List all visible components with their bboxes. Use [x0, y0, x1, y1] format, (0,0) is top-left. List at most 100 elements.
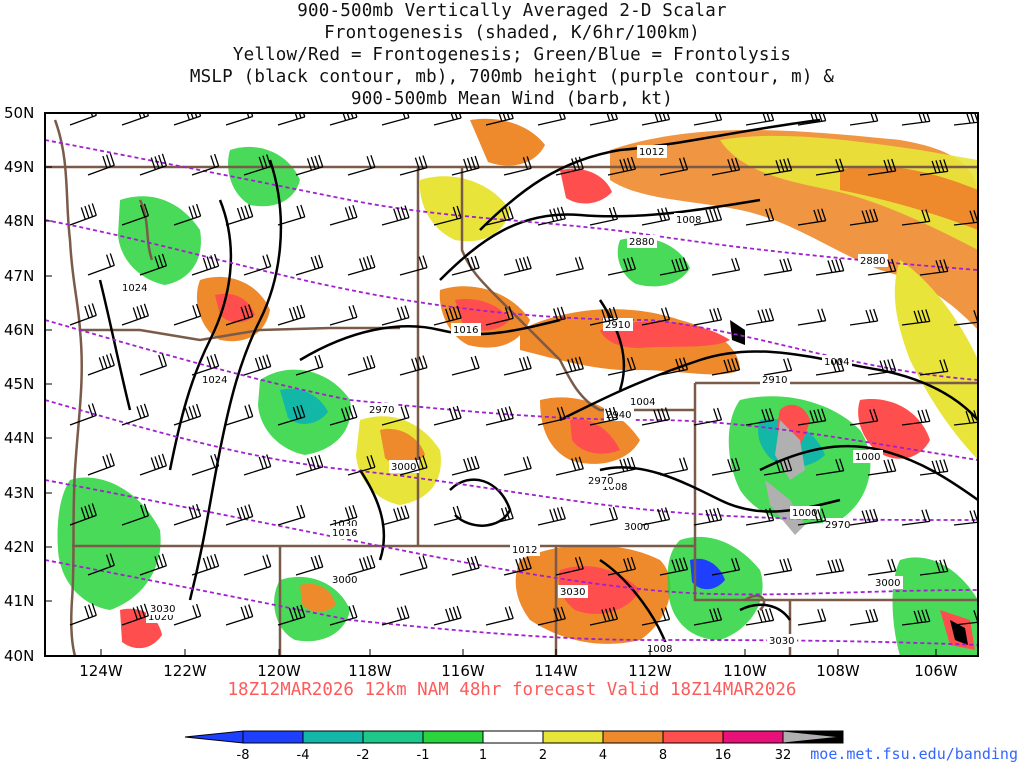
wind-barb — [867, 158, 897, 176]
wind-barb — [69, 503, 97, 526]
wind-barb — [225, 504, 254, 526]
wind-barb — [433, 405, 462, 426]
wind-barb — [901, 609, 931, 626]
wind-barb — [607, 556, 637, 576]
mslp-label: 1016 — [332, 528, 357, 539]
wind-barb — [69, 303, 97, 326]
wind-barb — [87, 253, 115, 276]
title-line-4: MSLP (black contour, mb), 700mb height (… — [189, 67, 835, 87]
wind-barb — [503, 456, 532, 476]
wind-barb — [849, 408, 879, 426]
wind-barb — [451, 155, 480, 176]
wind-barb — [243, 354, 272, 376]
wind-barb — [69, 203, 97, 226]
wind-barb — [503, 556, 532, 576]
wind-barb — [607, 256, 637, 276]
wind-barb — [139, 353, 168, 376]
wind-barb — [867, 558, 897, 576]
wind-barb — [295, 254, 324, 276]
wind-barb — [555, 256, 584, 276]
wind-barb — [225, 113, 254, 126]
height-label: 2970 — [825, 520, 850, 531]
lat-label: 42N — [4, 538, 34, 556]
wind-barb — [607, 356, 637, 376]
colorbar-label: -4 — [297, 748, 310, 763]
height-label: 2880 — [629, 237, 654, 248]
mslp-label: 1024 — [122, 283, 147, 294]
wind-barb — [711, 257, 741, 276]
wind-barb — [277, 504, 306, 526]
wind-barb — [347, 154, 376, 176]
wind-barb — [953, 113, 978, 126]
wind-barb — [815, 458, 845, 476]
title-block: 900-500mb Vertically Averaged 2-D Scalar… — [0, 0, 1024, 110]
wind-barb — [69, 403, 97, 426]
wind-barb — [815, 358, 845, 376]
height-label: 3030 — [769, 636, 794, 647]
colorbar-swatch — [482, 730, 544, 744]
colorbar-swatch — [302, 730, 364, 744]
wind-barb — [451, 455, 480, 476]
wind-barbs — [69, 113, 978, 626]
wind-barb — [745, 608, 775, 626]
wind-barb — [919, 559, 949, 576]
colorbar-cap-high — [782, 730, 842, 744]
wind-barb — [451, 555, 480, 576]
title-line-5: 900-500mb Mean Wind (barb, kt) — [350, 89, 674, 109]
colorbar-swatch — [662, 730, 724, 744]
height-label: 2910 — [762, 375, 787, 386]
wind-barb — [867, 258, 897, 276]
mslp-label: 1000 — [855, 452, 880, 463]
wind-barb — [347, 254, 376, 276]
wind-barb — [919, 459, 949, 476]
wind-barb — [659, 557, 689, 576]
wind-barb — [381, 205, 410, 226]
wind-barb — [485, 506, 514, 526]
wind-barb — [451, 255, 480, 276]
mslp-label: 1016 — [453, 325, 478, 336]
colorbar-label: 4 — [599, 748, 607, 763]
wind-barb — [953, 409, 978, 426]
mslp-label: 1030 — [332, 519, 357, 530]
lat-label: 50N — [4, 104, 34, 122]
wind-barb — [173, 403, 202, 426]
wind-barb — [295, 454, 324, 476]
credit-link[interactable]: moe.met.fsu.edu/banding — [810, 745, 1018, 763]
wind-barb — [867, 358, 897, 376]
mslp-label: 1012 — [512, 545, 537, 556]
wind-barb — [659, 157, 689, 176]
wind-barb — [277, 304, 306, 326]
height-label: 2940 — [606, 410, 631, 421]
wind-barb — [191, 453, 220, 476]
wind-barb — [485, 406, 514, 426]
wind-barb — [693, 407, 723, 426]
wind-barb — [69, 603, 97, 626]
wind-barb — [347, 554, 376, 576]
political-borders — [45, 119, 978, 656]
wind-barb — [295, 354, 324, 376]
wind-barb — [659, 457, 689, 476]
wind-barb — [173, 203, 202, 226]
wind-barb — [589, 206, 619, 226]
mslp-label: 1008 — [676, 215, 701, 226]
wind-barb — [763, 458, 793, 476]
mslp-label: 1024 — [202, 375, 227, 386]
wind-barb — [485, 606, 514, 626]
wind-barb — [797, 508, 827, 526]
wind-barb — [693, 207, 723, 226]
wind-barb — [381, 605, 410, 626]
lon-label: 114W — [534, 662, 578, 680]
wind-barb — [589, 606, 619, 626]
wind-barb — [225, 304, 254, 326]
wind-barb — [381, 505, 410, 526]
wind-barb — [797, 208, 827, 226]
wind-barb — [641, 207, 671, 226]
title-line-2: Frontogenesis (shaded, K/6hr/100km) — [324, 23, 700, 43]
wind-barb — [173, 603, 202, 626]
wind-barb — [139, 453, 168, 476]
wind-barb — [555, 556, 584, 576]
colorbar-cap-low — [184, 730, 244, 744]
colorbar-swatch — [602, 730, 664, 744]
mslp-label: 1020 — [148, 612, 173, 623]
